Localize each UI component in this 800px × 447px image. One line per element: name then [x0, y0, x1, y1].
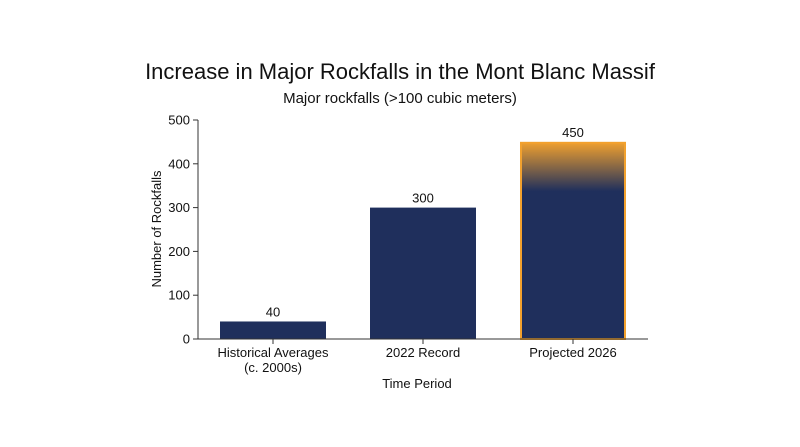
y-tick-label: 200 [168, 244, 190, 259]
x-tick-label: (c. 2000s) [244, 360, 302, 375]
x-tick-label: 2022 Record [386, 345, 460, 360]
y-tick-label: 500 [168, 113, 190, 128]
data-label-2: 450 [562, 125, 584, 140]
chart-title: Increase in Major Rockfalls in the Mont … [145, 59, 656, 84]
bar-2 [520, 141, 626, 339]
x-tick-label: Historical Averages [217, 345, 329, 360]
x-axis-label: Time Period [382, 376, 452, 391]
y-tick-label: 100 [168, 288, 190, 303]
bar-0 [220, 321, 326, 339]
y-tick-label: 0 [183, 332, 190, 347]
bars [220, 141, 626, 340]
chart-subtitle: Major rockfalls (>100 cubic meters) [283, 90, 517, 107]
x-tick-label: Projected 2026 [529, 345, 616, 360]
y-axis: 0 100 200 300 400 500 [168, 113, 199, 347]
data-label-0: 40 [266, 304, 280, 319]
data-label-1: 300 [412, 191, 434, 206]
bar-1 [370, 207, 476, 339]
data-labels: 40 300 450 [266, 125, 584, 320]
y-axis-label: Number of Rockfalls [149, 170, 164, 288]
x-axis: Historical Averages(c. 2000s) 2022 Record… [198, 338, 648, 375]
y-tick-label: 400 [168, 156, 190, 171]
y-tick-label: 300 [168, 200, 190, 215]
